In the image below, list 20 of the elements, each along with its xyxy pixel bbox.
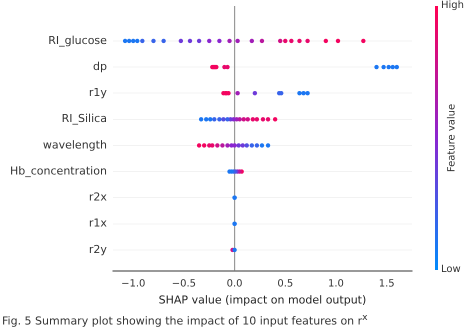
x-tick-label: −0.5 — [172, 278, 196, 290]
text: High — [441, 0, 464, 11]
y-tick-label: r1x — [88, 216, 108, 230]
color-bar-title: Feature value — [446, 104, 458, 172]
x-tick-label: 0.0 — [226, 278, 243, 290]
x-tick-label: 1.0 — [328, 278, 344, 290]
text: Low — [441, 264, 461, 275]
y-tick-label: r2y — [88, 242, 108, 256]
x-axis-title: SHAP value (impact on model output) — [158, 293, 366, 306]
y-tick-label: r2x — [88, 190, 108, 204]
y-tick-label: RI_Silica — [62, 112, 107, 126]
y-tick-label: r1y — [88, 86, 108, 100]
x-tick-label: −1.0 — [121, 278, 146, 290]
y-tick-label: Hb_concentration — [10, 164, 107, 178]
x-tick-label: 1.5 — [378, 278, 395, 290]
y-tick-label: wavelength — [42, 138, 107, 152]
y-tick-label: dp — [92, 60, 107, 73]
y-tick-label: RI_glucose — [48, 34, 108, 47]
caption: Fig. 5 Summary plot showing the impact of 10 input features on r$^{x}$ — [2, 312, 368, 328]
x-tick-label: 0.5 — [277, 278, 294, 290]
